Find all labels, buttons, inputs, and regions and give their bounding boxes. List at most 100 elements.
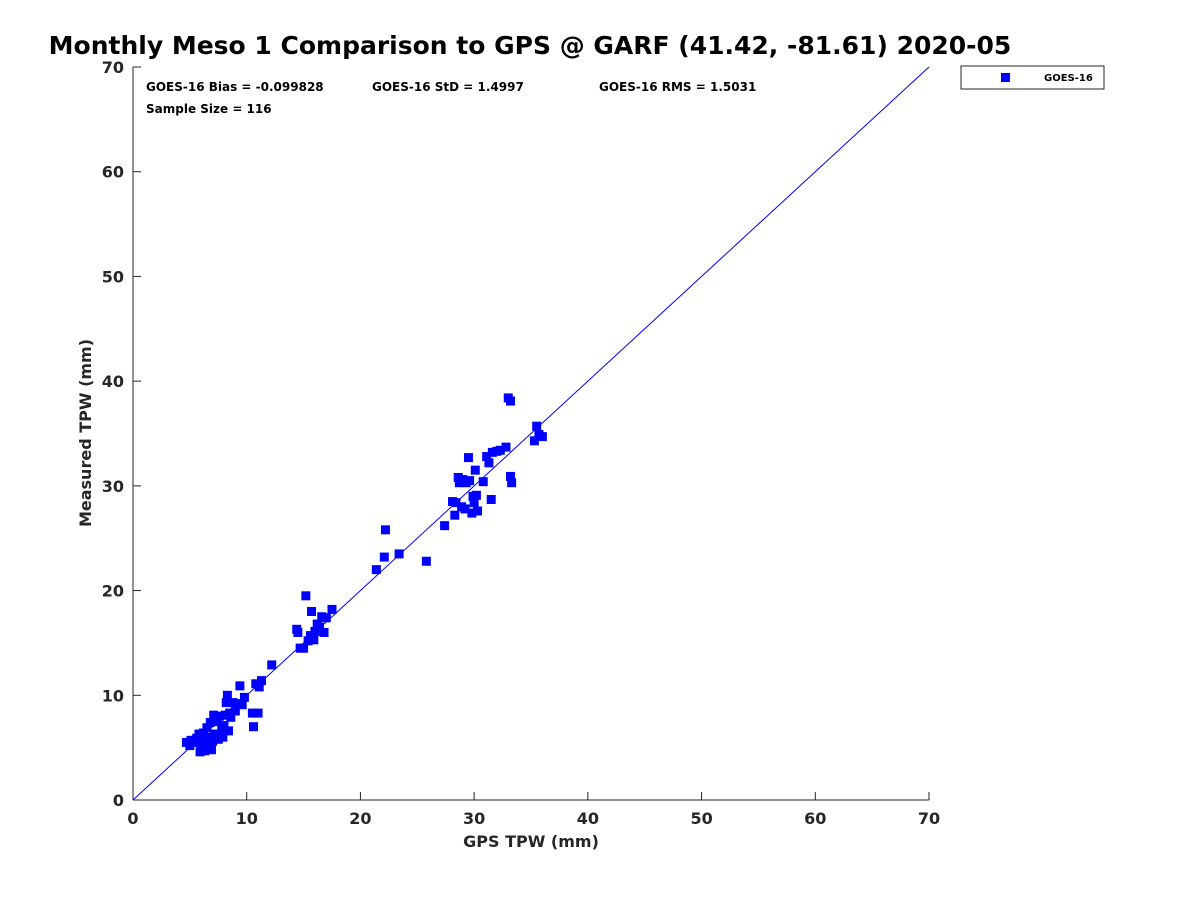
data-point (379, 552, 389, 562)
data-point (495, 445, 505, 455)
data-point (506, 396, 516, 406)
data-point (467, 508, 477, 518)
data-point (486, 494, 496, 504)
data-point (222, 690, 232, 700)
data-point (380, 525, 390, 535)
legend-label-goes16: GOES-16 (1044, 73, 1093, 84)
data-point (221, 698, 231, 708)
data-point (470, 465, 480, 475)
data-point (293, 627, 303, 637)
y-tick-label: 30 (102, 477, 124, 496)
legend-marker (1001, 73, 1010, 82)
data-point (218, 732, 228, 742)
data-point (532, 421, 542, 431)
x-tick-label: 10 (236, 809, 258, 828)
data-point (460, 504, 470, 514)
y-tick-label: 50 (102, 267, 124, 286)
chart-title: Monthly Meso 1 Comparison to GPS @ GARF … (49, 31, 1012, 60)
data-point (254, 682, 264, 692)
data-point (267, 660, 277, 670)
data-point (301, 591, 311, 601)
legend: GOES-16 (960, 65, 1105, 90)
data-point (319, 627, 329, 637)
data-point (209, 710, 219, 720)
y-tick-label: 20 (102, 582, 124, 601)
data-point (224, 726, 234, 736)
data-point (212, 716, 222, 726)
data-point (309, 635, 319, 645)
data-point (299, 643, 309, 653)
y-axis-label: Measured TPW (mm) (76, 339, 95, 527)
std-stat: GOES-16 StD = 1.4997 (372, 80, 524, 94)
data-point (506, 471, 516, 481)
data-point (185, 741, 195, 751)
data-point (202, 723, 212, 733)
data-point (210, 729, 220, 739)
data-point (317, 612, 327, 622)
x-axis-label: GPS TPW (mm) (463, 832, 599, 851)
data-point (421, 556, 431, 566)
data-point (327, 604, 337, 614)
data-point (214, 711, 224, 721)
data-point (314, 622, 324, 632)
data-point (487, 447, 497, 457)
data-point (507, 478, 517, 488)
data-point (478, 477, 488, 487)
data-point (213, 734, 223, 744)
data-point (471, 490, 481, 500)
data-point (235, 681, 245, 691)
data-point (371, 565, 381, 575)
data-point (199, 728, 209, 738)
data-point (233, 699, 243, 709)
data-point (247, 708, 257, 718)
data-point (226, 712, 236, 722)
bias-stat: GOES-16 Bias = -0.099828 (146, 80, 324, 94)
y-tick-label: 40 (102, 372, 124, 391)
y-tick-label: 60 (102, 163, 124, 182)
data-point (249, 722, 259, 732)
x-tick-label: 50 (690, 809, 712, 828)
x-tick-label: 20 (349, 809, 371, 828)
data-point (256, 676, 266, 686)
data-point (453, 472, 463, 482)
data-point (303, 636, 313, 646)
x-tick-label: 30 (463, 809, 485, 828)
data-point (310, 626, 320, 636)
x-tick-label: 0 (127, 809, 138, 828)
x-tick-label: 40 (577, 809, 599, 828)
data-point (537, 432, 547, 442)
plot-area: 0 10 20 30 40 50 60 70 0 10 20 30 40 50 60 70 (102, 58, 940, 828)
data-point (194, 729, 204, 739)
data-point (205, 718, 215, 728)
data-point (230, 706, 240, 716)
data-point (451, 498, 461, 508)
data-point (239, 692, 249, 702)
rms-stat: GOES-16 RMS = 1.5031 (599, 80, 756, 94)
x-tick-label: 70 (918, 809, 940, 828)
data-point (321, 613, 331, 623)
data-point (473, 506, 483, 516)
sample-size-stat: Sample Size = 116 (146, 102, 272, 116)
data-point (228, 698, 238, 708)
data-point (465, 476, 475, 486)
data-point (220, 710, 230, 720)
y-tick-label: 0 (113, 791, 124, 810)
data-point (195, 747, 205, 757)
y-tick-label: 10 (102, 686, 124, 705)
data-point (253, 708, 263, 718)
data-point (450, 510, 460, 520)
y-tick-label: 70 (102, 58, 124, 77)
data-point (463, 453, 473, 463)
x-tick-label: 60 (804, 809, 826, 828)
data-point (529, 436, 539, 446)
data-point (307, 607, 317, 617)
data-point (208, 736, 218, 746)
data-point (484, 458, 494, 468)
data-point (440, 521, 450, 531)
data-point (237, 700, 247, 710)
data-point (219, 721, 229, 731)
data-point (482, 452, 492, 462)
legend-box (960, 65, 1105, 90)
